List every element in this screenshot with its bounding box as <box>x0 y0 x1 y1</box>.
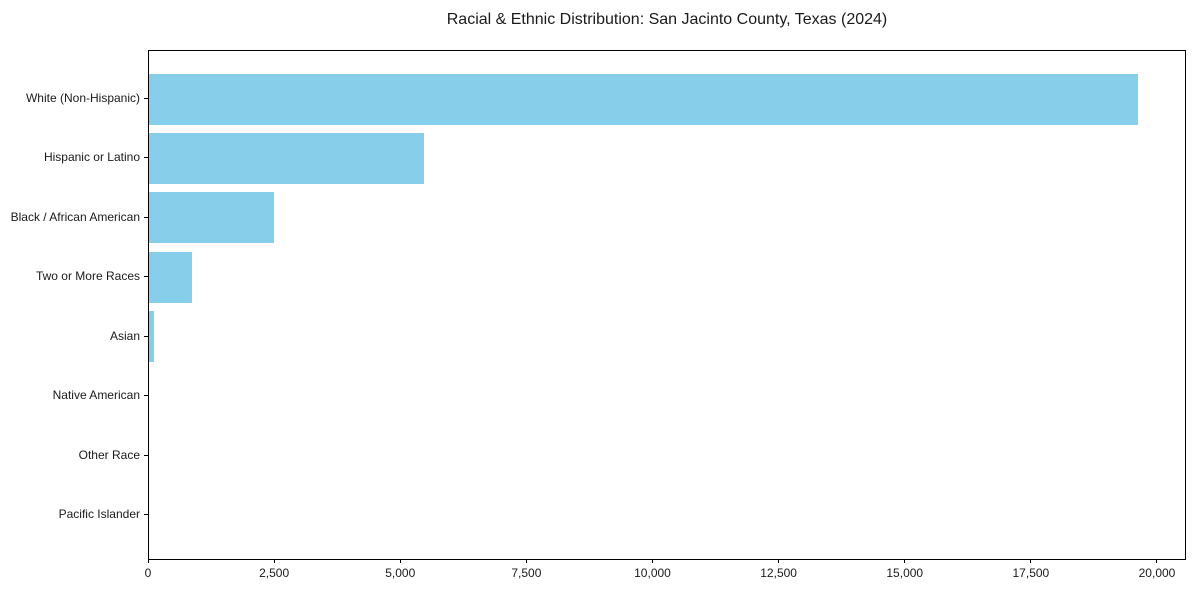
x-tick-label: 15,000 <box>886 566 924 580</box>
x-tick-label: 10,000 <box>634 566 671 580</box>
x-tick-mark <box>399 559 401 563</box>
y-axis-label: Black / African American <box>10 209 140 224</box>
x-tick-mark <box>778 559 780 563</box>
y-tick-mark <box>144 276 148 278</box>
x-tick-label: 7,500 <box>511 566 542 580</box>
y-axis-label: Pacific Islander <box>58 507 140 521</box>
y-axis-label: Two or More Races <box>35 269 140 284</box>
x-tick-label: 20,000 <box>1138 566 1176 580</box>
y-axis-label: White (Non-Hispanic) <box>25 91 140 105</box>
bar <box>149 192 275 244</box>
y-tick-mark <box>144 157 148 159</box>
y-tick-mark <box>144 335 148 337</box>
y-axis-label: Other Race <box>78 447 140 462</box>
bar <box>149 251 192 303</box>
y-tick-mark <box>144 98 148 99</box>
x-tick-mark <box>273 559 275 563</box>
bar <box>149 73 1138 125</box>
bar <box>149 311 154 363</box>
chart-title: Racial & Ethnic Distribution: San Jacint… <box>446 11 888 28</box>
x-tick-label: 2,500 <box>259 566 290 580</box>
x-tick-mark <box>147 559 149 563</box>
y-tick-mark <box>144 454 148 456</box>
y-tick-mark <box>144 216 148 218</box>
x-tick-label: 17,500 <box>1012 566 1050 580</box>
y-axis-label: Asian <box>109 328 140 343</box>
y-tick-mark <box>144 514 148 515</box>
x-tick-mark <box>1156 559 1158 563</box>
bar <box>149 132 424 184</box>
y-axis-label: Hispanic or Latino <box>43 150 140 165</box>
plot-area <box>148 50 1186 560</box>
y-axis-label: Native American <box>52 388 140 403</box>
x-tick-label: 0 <box>144 566 152 580</box>
y-tick-mark <box>144 395 148 397</box>
x-tick-mark <box>1030 559 1032 563</box>
x-tick-mark <box>651 559 653 563</box>
x-tick-label: 12,500 <box>760 566 797 580</box>
x-tick-mark <box>525 559 527 563</box>
x-tick-label: 5,000 <box>385 566 416 580</box>
x-tick-mark <box>904 559 906 563</box>
